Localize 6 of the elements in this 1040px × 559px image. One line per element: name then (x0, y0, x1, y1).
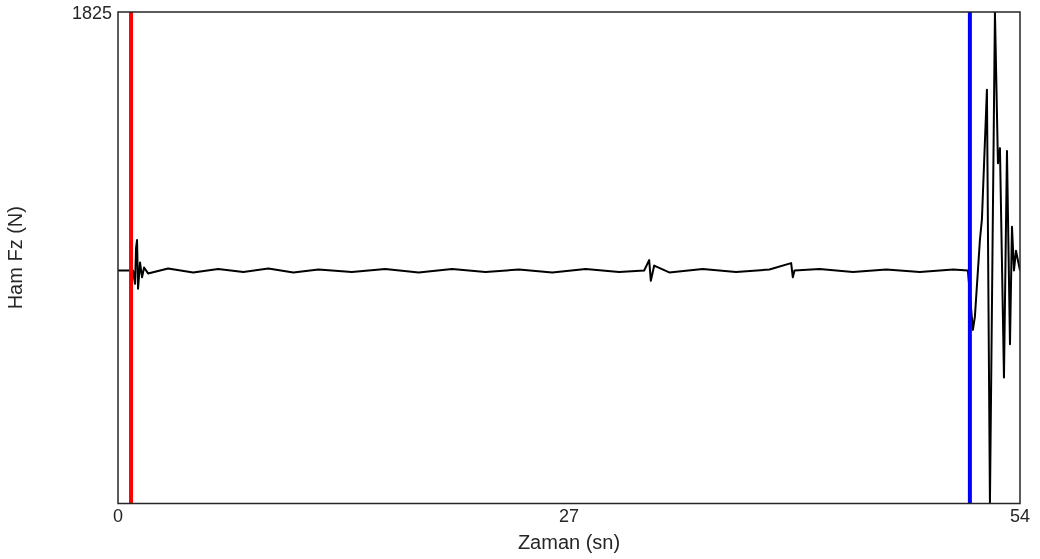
y-axis-title: Ham Fz (N) (3, 206, 26, 310)
x-tick-label: 54 (1009, 506, 1031, 527)
x-axis-title: Zaman (sn) (517, 530, 621, 553)
x-tick-label: 0 (112, 506, 124, 527)
x-tick-label: 27 (558, 506, 580, 527)
text: 1825 (71, 2, 112, 23)
